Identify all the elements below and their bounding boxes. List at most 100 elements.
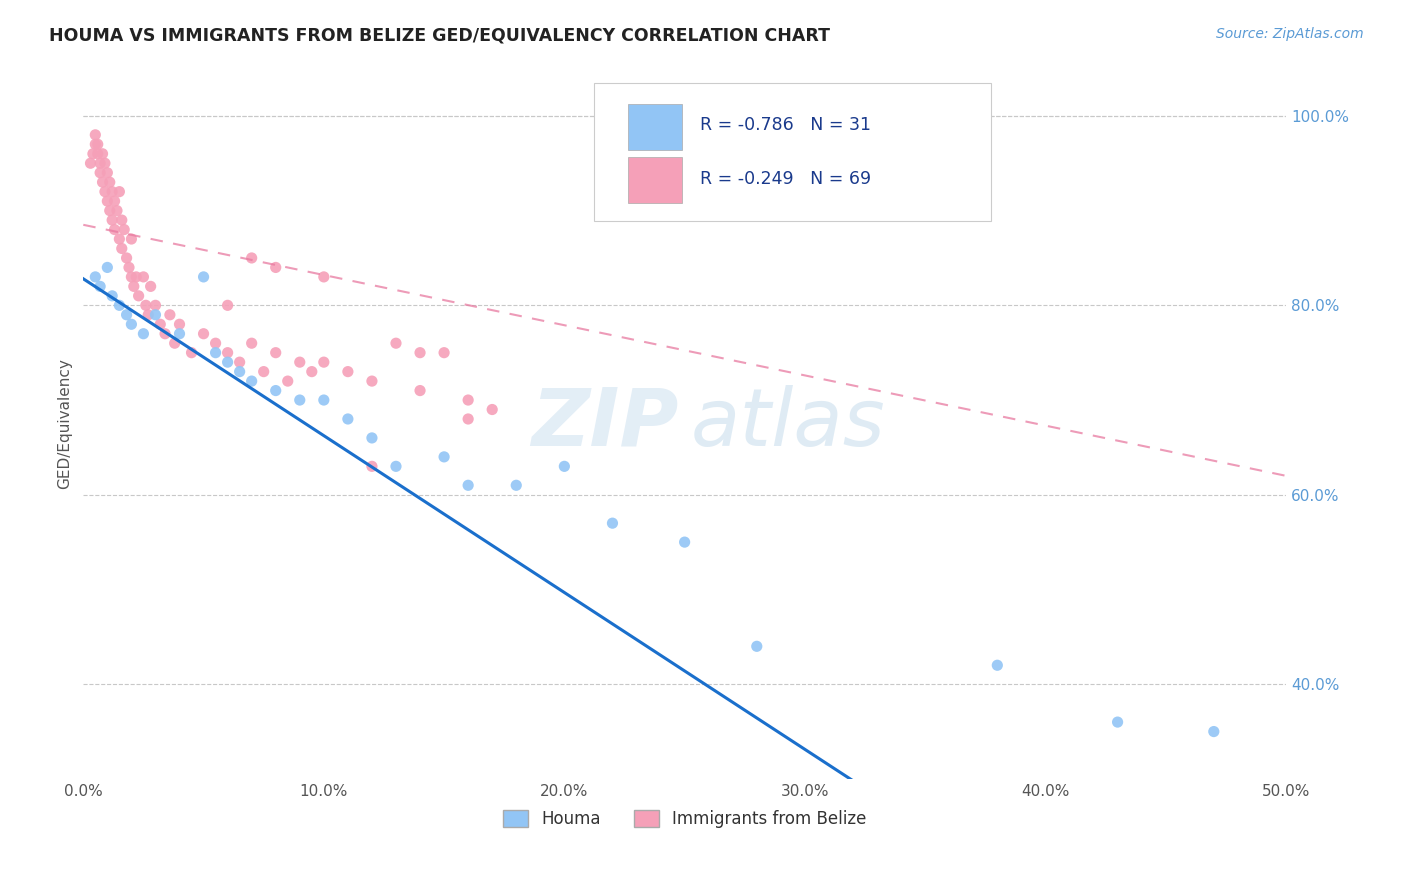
Point (433, 345, 456, 359)
Point (228, 365, 250, 379)
Point (163, 336, 186, 351)
Point (180, 345, 202, 359)
Point (288, 355, 311, 369)
Point (1107, 715, 1129, 730)
Point (361, 459, 384, 474)
Point (108, 232, 131, 246)
Text: atlas: atlas (690, 384, 886, 463)
Point (159, 308, 181, 322)
Point (145, 298, 167, 312)
Point (94, 156, 117, 170)
Point (433, 450, 456, 464)
Point (120, 269, 142, 284)
Point (98, 203, 121, 218)
Point (204, 336, 226, 351)
Point (505, 478, 527, 492)
Point (457, 392, 479, 407)
Point (84, 137, 107, 152)
Point (153, 326, 176, 341)
Point (89, 279, 111, 293)
Point (132, 326, 155, 341)
Point (105, 203, 128, 218)
Text: R = -0.249   N = 69: R = -0.249 N = 69 (700, 169, 872, 187)
Point (228, 355, 250, 369)
Point (277, 374, 299, 388)
Point (253, 365, 276, 379)
Point (82, 146, 104, 161)
Point (312, 392, 335, 407)
Point (169, 318, 191, 332)
Point (312, 355, 335, 369)
Point (84, 269, 107, 284)
Point (193, 269, 215, 284)
Point (101, 213, 124, 227)
Point (336, 365, 359, 379)
Point (122, 279, 145, 293)
Point (89, 156, 111, 170)
Point (301, 365, 323, 379)
Point (264, 260, 287, 275)
Point (481, 402, 503, 417)
Point (96, 194, 118, 208)
Point (264, 384, 287, 398)
Point (139, 279, 162, 293)
Point (101, 289, 124, 303)
Point (125, 269, 148, 284)
Point (84, 128, 107, 142)
Point (136, 308, 159, 322)
Point (111, 213, 134, 227)
Point (103, 222, 125, 236)
Bar (628, 104, 682, 150)
Point (986, 658, 1008, 673)
Point (240, 251, 263, 265)
Point (103, 194, 125, 208)
Point (89, 166, 111, 180)
Point (457, 478, 479, 492)
Point (361, 431, 384, 445)
Point (128, 289, 150, 303)
Point (135, 298, 157, 312)
Point (169, 326, 191, 341)
Point (457, 412, 479, 426)
Point (120, 318, 142, 332)
Text: R = -0.786   N = 31: R = -0.786 N = 31 (700, 116, 872, 135)
Point (120, 232, 142, 246)
Point (98, 175, 121, 189)
Point (409, 345, 432, 359)
Point (94, 185, 117, 199)
Point (204, 345, 226, 359)
Point (96, 166, 118, 180)
Point (96, 260, 118, 275)
Point (91, 146, 114, 161)
Point (217, 345, 239, 359)
Point (385, 336, 408, 351)
Point (193, 326, 215, 341)
Point (745, 640, 768, 654)
Point (361, 374, 384, 388)
Point (409, 384, 432, 398)
Point (108, 185, 131, 199)
Point (101, 185, 124, 199)
Point (91, 175, 114, 189)
Point (602, 516, 624, 531)
Point (217, 298, 239, 312)
Point (217, 355, 239, 369)
Point (111, 242, 134, 256)
Legend: Houma, Immigrants from Belize: Houma, Immigrants from Belize (496, 803, 873, 835)
Point (336, 412, 359, 426)
Point (115, 251, 138, 265)
Text: Source: ZipAtlas.com: Source: ZipAtlas.com (1216, 27, 1364, 41)
Point (673, 535, 696, 549)
Point (87, 137, 110, 152)
Point (149, 318, 172, 332)
Point (553, 459, 575, 474)
Point (312, 269, 335, 284)
Point (240, 374, 263, 388)
Point (112, 222, 135, 236)
FancyBboxPatch shape (595, 83, 991, 221)
Point (118, 260, 141, 275)
Point (132, 269, 155, 284)
Point (108, 298, 131, 312)
Point (79, 156, 101, 170)
Point (145, 308, 167, 322)
